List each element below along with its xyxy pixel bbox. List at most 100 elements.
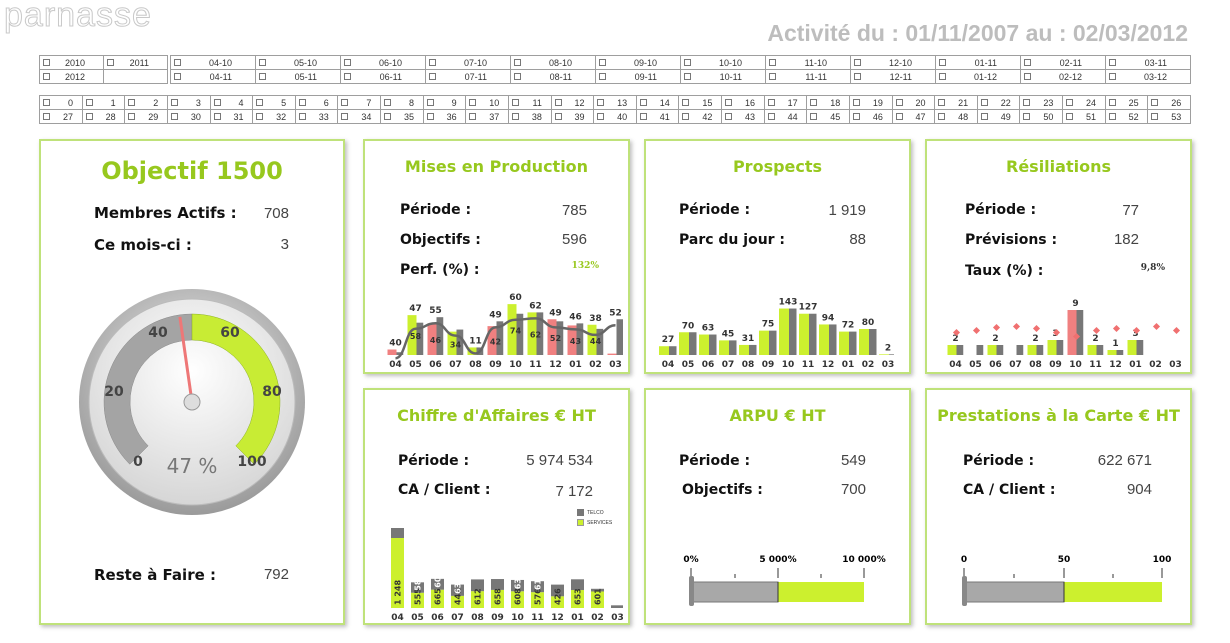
- checkbox[interactable]: [1023, 113, 1031, 121]
- checkbox[interactable]: [259, 59, 266, 67]
- checkbox[interactable]: [429, 59, 436, 67]
- week-cell[interactable]: 45: [806, 109, 850, 124]
- checkbox[interactable]: [1024, 59, 1031, 67]
- year-cell[interactable]: 2011: [103, 55, 168, 70]
- month-cell[interactable]: 03-12: [1105, 69, 1191, 84]
- checkbox[interactable]: [43, 99, 50, 107]
- week-cell[interactable]: 2: [124, 95, 168, 110]
- checkbox[interactable]: [384, 113, 391, 121]
- week-cell[interactable]: 10: [465, 95, 509, 110]
- week-cell[interactable]: 39: [550, 109, 595, 124]
- month-cell[interactable]: 12-10: [850, 55, 936, 70]
- month-cell[interactable]: 07-10: [425, 55, 511, 70]
- week-cell[interactable]: 35: [380, 109, 424, 124]
- checkbox[interactable]: [426, 99, 434, 107]
- checkbox[interactable]: [341, 113, 349, 121]
- checkbox[interactable]: [682, 113, 690, 121]
- checkbox[interactable]: [256, 113, 264, 121]
- checkbox[interactable]: [344, 73, 351, 81]
- checkbox[interactable]: [1108, 113, 1116, 121]
- week-cell[interactable]: 22: [976, 95, 1021, 110]
- checkbox[interactable]: [514, 73, 521, 81]
- checkbox[interactable]: [170, 113, 178, 121]
- month-cell[interactable]: 06-10: [340, 55, 426, 70]
- checkbox[interactable]: [682, 99, 690, 107]
- month-cell[interactable]: 09-11: [595, 69, 681, 84]
- checkbox[interactable]: [895, 99, 903, 107]
- week-cell[interactable]: 17: [763, 95, 808, 110]
- checkbox[interactable]: [85, 113, 93, 121]
- week-cell[interactable]: 24: [1062, 95, 1106, 110]
- checkbox[interactable]: [256, 99, 264, 107]
- week-cell[interactable]: 6: [294, 95, 339, 110]
- checkbox[interactable]: [639, 113, 647, 121]
- week-cell[interactable]: 37: [465, 109, 509, 124]
- year-cell[interactable]: 2010: [39, 55, 104, 70]
- month-cell[interactable]: 08-10: [510, 55, 596, 70]
- week-cell[interactable]: 30: [166, 109, 211, 124]
- week-cell[interactable]: 26: [1147, 95, 1191, 110]
- week-cell[interactable]: 34: [337, 109, 381, 124]
- month-cell[interactable]: 06-11: [340, 69, 426, 84]
- week-cell[interactable]: 36: [422, 109, 467, 124]
- week-cell[interactable]: 8: [380, 95, 424, 110]
- checkbox[interactable]: [429, 73, 436, 81]
- checkbox[interactable]: [1024, 73, 1031, 81]
- week-cell[interactable]: 12: [550, 95, 595, 110]
- week-cell[interactable]: 16: [721, 95, 765, 110]
- checkbox[interactable]: [469, 113, 477, 121]
- checkbox[interactable]: [895, 113, 903, 121]
- week-cell[interactable]: 38: [507, 109, 552, 124]
- week-cell[interactable]: 46: [848, 109, 893, 124]
- checkbox[interactable]: [810, 113, 818, 121]
- week-cell[interactable]: 29: [124, 109, 168, 124]
- month-cell[interactable]: 07-11: [425, 69, 511, 84]
- checkbox[interactable]: [852, 99, 860, 107]
- week-cell[interactable]: 14: [635, 95, 680, 110]
- checkbox[interactable]: [259, 73, 266, 81]
- week-cell[interactable]: 13: [593, 95, 637, 110]
- checkbox[interactable]: [128, 99, 136, 107]
- checkbox[interactable]: [174, 73, 181, 81]
- week-cell[interactable]: 42: [678, 109, 722, 124]
- week-cell[interactable]: 0: [39, 95, 83, 110]
- checkbox[interactable]: [298, 113, 306, 121]
- checkbox[interactable]: [1066, 99, 1073, 107]
- month-cell[interactable]: 05-11: [255, 69, 341, 84]
- checkbox[interactable]: [1066, 113, 1073, 121]
- checkbox[interactable]: [1109, 73, 1116, 81]
- checkbox[interactable]: [469, 99, 477, 107]
- week-cell[interactable]: 25: [1104, 95, 1149, 110]
- week-cell[interactable]: 7: [337, 95, 381, 110]
- checkbox[interactable]: [1151, 99, 1159, 107]
- checkbox[interactable]: [725, 99, 732, 107]
- week-cell[interactable]: 20: [891, 95, 936, 110]
- month-cell[interactable]: 11-10: [765, 55, 851, 70]
- checkbox[interactable]: [767, 99, 775, 107]
- checkbox[interactable]: [170, 99, 178, 107]
- checkbox[interactable]: [128, 113, 136, 121]
- month-cell[interactable]: 04-10: [170, 55, 256, 70]
- checkbox[interactable]: [213, 99, 221, 107]
- month-cell[interactable]: 12-11: [850, 69, 936, 84]
- checkbox[interactable]: [1108, 99, 1116, 107]
- checkbox[interactable]: [213, 113, 221, 121]
- checkbox[interactable]: [43, 73, 50, 81]
- month-cell[interactable]: 04-11: [170, 69, 256, 84]
- week-cell[interactable]: 5: [252, 95, 296, 110]
- week-cell[interactable]: 49: [976, 109, 1021, 124]
- checkbox[interactable]: [174, 59, 181, 67]
- checkbox[interactable]: [939, 59, 946, 67]
- checkbox[interactable]: [344, 59, 351, 67]
- week-cell[interactable]: 3: [166, 95, 211, 110]
- week-cell[interactable]: 1: [81, 95, 126, 110]
- week-cell[interactable]: 47: [891, 109, 936, 124]
- month-cell[interactable]: 01-12: [935, 69, 1021, 84]
- week-cell[interactable]: 40: [593, 109, 637, 124]
- checkbox[interactable]: [298, 99, 306, 107]
- year-cell[interactable]: [103, 69, 168, 84]
- checkbox[interactable]: [938, 99, 946, 107]
- checkbox[interactable]: [85, 99, 93, 107]
- checkbox[interactable]: [597, 99, 605, 107]
- month-cell[interactable]: 05-10: [255, 55, 341, 70]
